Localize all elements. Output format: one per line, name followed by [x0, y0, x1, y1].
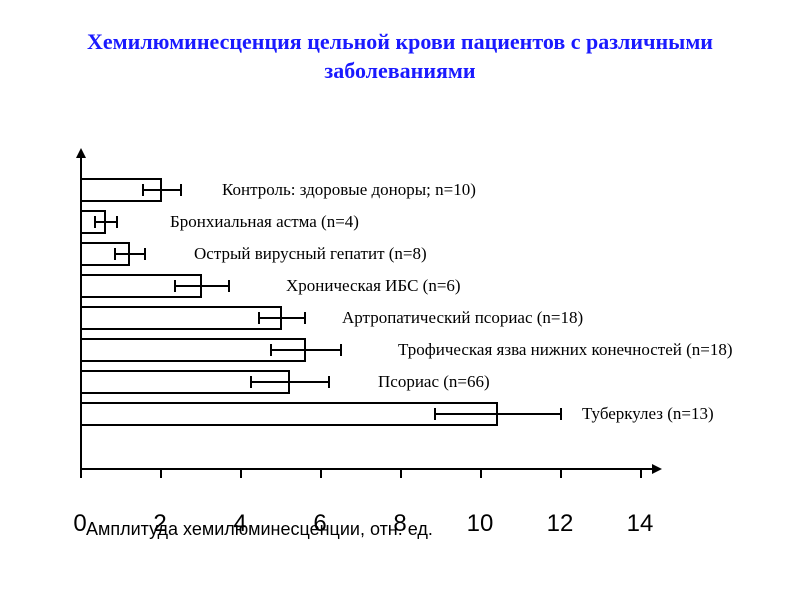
- tick: [160, 470, 162, 478]
- error-bar: [114, 253, 146, 255]
- tick-label: 12: [547, 510, 574, 538]
- bar-row: Трофическая язва нижних конечностей (n=1…: [82, 338, 306, 362]
- tick: [320, 470, 322, 478]
- bar-label: Артропатический псориас (n=18): [342, 308, 583, 328]
- bar-label: Острый вирусный гепатит (n=8): [194, 244, 427, 264]
- tick: [240, 470, 242, 478]
- x-ticks: [80, 470, 660, 478]
- bar-label: Псориас (n=66): [378, 372, 490, 392]
- bar-label: Бронхиальная астма (n=4): [170, 212, 359, 232]
- bar-label: Трофическая язва нижних конечностей (n=1…: [398, 340, 733, 360]
- error-bar: [94, 221, 118, 223]
- tick: [480, 470, 482, 478]
- chart-container: 02468101214 Амплитуда хемилюминесценции,…: [80, 150, 720, 470]
- bar: [82, 306, 282, 330]
- plot-area: 02468101214 Амплитуда хемилюминесценции,…: [80, 150, 720, 470]
- bar-row: Хроническая ИБС (n=6): [82, 274, 202, 298]
- bar-label: Туберкулез (n=13): [582, 404, 714, 424]
- bar-row: Острый вирусный гепатит (n=8): [82, 242, 130, 266]
- error-bar: [270, 349, 342, 351]
- tick: [400, 470, 402, 478]
- tick: [560, 470, 562, 478]
- error-bar: [250, 381, 330, 383]
- tick: [80, 470, 82, 478]
- chart-title: Хемилюминесценция цельной крови пациенто…: [0, 0, 800, 85]
- bar-row: Артропатический псориас (n=18): [82, 306, 282, 330]
- error-bar: [434, 413, 562, 415]
- bar-label: Контроль: здоровые доноры; n=10): [222, 180, 476, 200]
- error-bar: [258, 317, 306, 319]
- tick: [640, 470, 642, 478]
- bar-row: Псориас (n=66): [82, 370, 290, 394]
- error-bar: [174, 285, 230, 287]
- x-axis-title: Амплитуда хемилюминесценции, отн. ед.: [86, 519, 433, 540]
- tick-label: 14: [627, 510, 654, 538]
- bar-row: Контроль: здоровые доноры; n=10): [82, 178, 162, 202]
- error-bar: [142, 189, 182, 191]
- tick-label: 0: [73, 510, 86, 538]
- bar-row: Туберкулез (n=13): [82, 402, 498, 426]
- bar-label: Хроническая ИБС (n=6): [286, 276, 461, 296]
- tick-label: 10: [467, 510, 494, 538]
- bar-row: Бронхиальная астма (n=4): [82, 210, 106, 234]
